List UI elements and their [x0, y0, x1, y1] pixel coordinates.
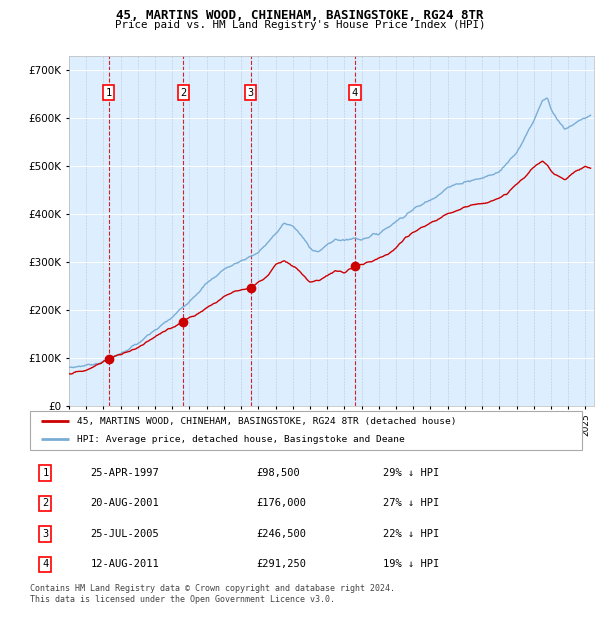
Text: 1: 1 — [43, 468, 49, 478]
Text: 45, MARTINS WOOD, CHINEHAM, BASINGSTOKE, RG24 8TR: 45, MARTINS WOOD, CHINEHAM, BASINGSTOKE,… — [116, 9, 484, 22]
Text: 29% ↓ HPI: 29% ↓ HPI — [383, 468, 440, 478]
FancyBboxPatch shape — [30, 411, 582, 449]
Text: 3: 3 — [248, 87, 254, 97]
Text: 20-AUG-2001: 20-AUG-2001 — [91, 498, 160, 508]
Text: 22% ↓ HPI: 22% ↓ HPI — [383, 529, 440, 539]
Text: 4: 4 — [43, 559, 49, 569]
Text: 27% ↓ HPI: 27% ↓ HPI — [383, 498, 440, 508]
Text: 2: 2 — [180, 87, 187, 97]
Text: 45, MARTINS WOOD, CHINEHAM, BASINGSTOKE, RG24 8TR (detached house): 45, MARTINS WOOD, CHINEHAM, BASINGSTOKE,… — [77, 417, 457, 426]
Text: £98,500: £98,500 — [256, 468, 300, 478]
Text: 25-JUL-2005: 25-JUL-2005 — [91, 529, 160, 539]
Text: HPI: Average price, detached house, Basingstoke and Deane: HPI: Average price, detached house, Basi… — [77, 435, 404, 444]
Text: 12-AUG-2011: 12-AUG-2011 — [91, 559, 160, 569]
Text: This data is licensed under the Open Government Licence v3.0.: This data is licensed under the Open Gov… — [30, 595, 335, 604]
Text: 1: 1 — [106, 87, 112, 97]
Text: Price paid vs. HM Land Registry's House Price Index (HPI): Price paid vs. HM Land Registry's House … — [115, 20, 485, 30]
Text: 2: 2 — [43, 498, 49, 508]
Text: 25-APR-1997: 25-APR-1997 — [91, 468, 160, 478]
Text: 4: 4 — [352, 87, 358, 97]
Text: £291,250: £291,250 — [256, 559, 307, 569]
Text: 3: 3 — [43, 529, 49, 539]
Text: £246,500: £246,500 — [256, 529, 307, 539]
Text: £176,000: £176,000 — [256, 498, 307, 508]
Text: Contains HM Land Registry data © Crown copyright and database right 2024.: Contains HM Land Registry data © Crown c… — [30, 584, 395, 593]
Text: 19% ↓ HPI: 19% ↓ HPI — [383, 559, 440, 569]
